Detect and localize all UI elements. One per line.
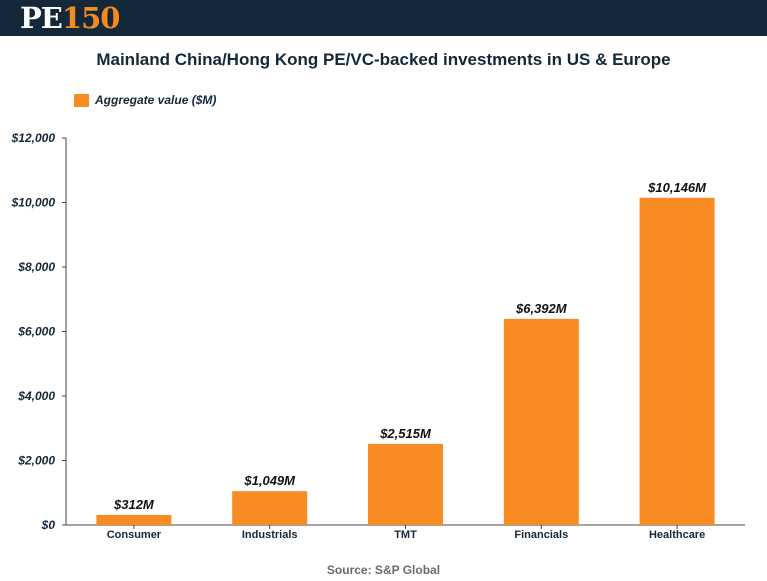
bar-chart: $0 $2,000 $4,000 $6,000 $8,000 $10,000 $12,000… [11, 131, 745, 541]
legend-label: Aggregate value ($M) [95, 93, 217, 107]
y-tick-label: $10,000 [11, 196, 56, 210]
x-tick-label: Healthcare [649, 529, 705, 541]
source-note: Source: S&P Global [326, 563, 441, 577]
bar [639, 197, 715, 525]
bar [503, 318, 579, 525]
legend-swatch [74, 93, 89, 107]
data-label: $10,146M [647, 180, 707, 195]
logo-number-text: 150 [61, 1, 121, 35]
y-tick-label: $12,000 [11, 131, 56, 145]
bar [96, 514, 172, 525]
x-tick-label: Consumer [107, 529, 162, 541]
y-tick-label: $2,000 [17, 454, 55, 468]
bar [368, 443, 443, 525]
x-tick-label: TMT [394, 529, 417, 541]
y-tick-label: $0 [41, 518, 56, 532]
x-tick-label: Industrials [242, 529, 298, 541]
pe150-logo: PE150 [20, 1, 121, 35]
data-label: $2,515M [379, 426, 432, 441]
chart-title: Mainland China/Hong Kong PE/VC-backed in… [96, 50, 671, 69]
y-tick-label: $4,000 [17, 389, 55, 403]
logo-pe-text: PE [20, 1, 63, 35]
x-tick-label: Financials [514, 529, 568, 541]
data-label: $6,392M [515, 301, 568, 316]
header-bar: PE150 [0, 0, 767, 36]
y-tick-label: $8,000 [17, 260, 55, 274]
y-tick-label: $6,000 [17, 325, 55, 339]
legend: Aggregate value ($M) [74, 93, 216, 107]
data-label: $1,049M [243, 473, 296, 488]
bar [232, 491, 308, 525]
data-label: $312M [113, 497, 155, 512]
